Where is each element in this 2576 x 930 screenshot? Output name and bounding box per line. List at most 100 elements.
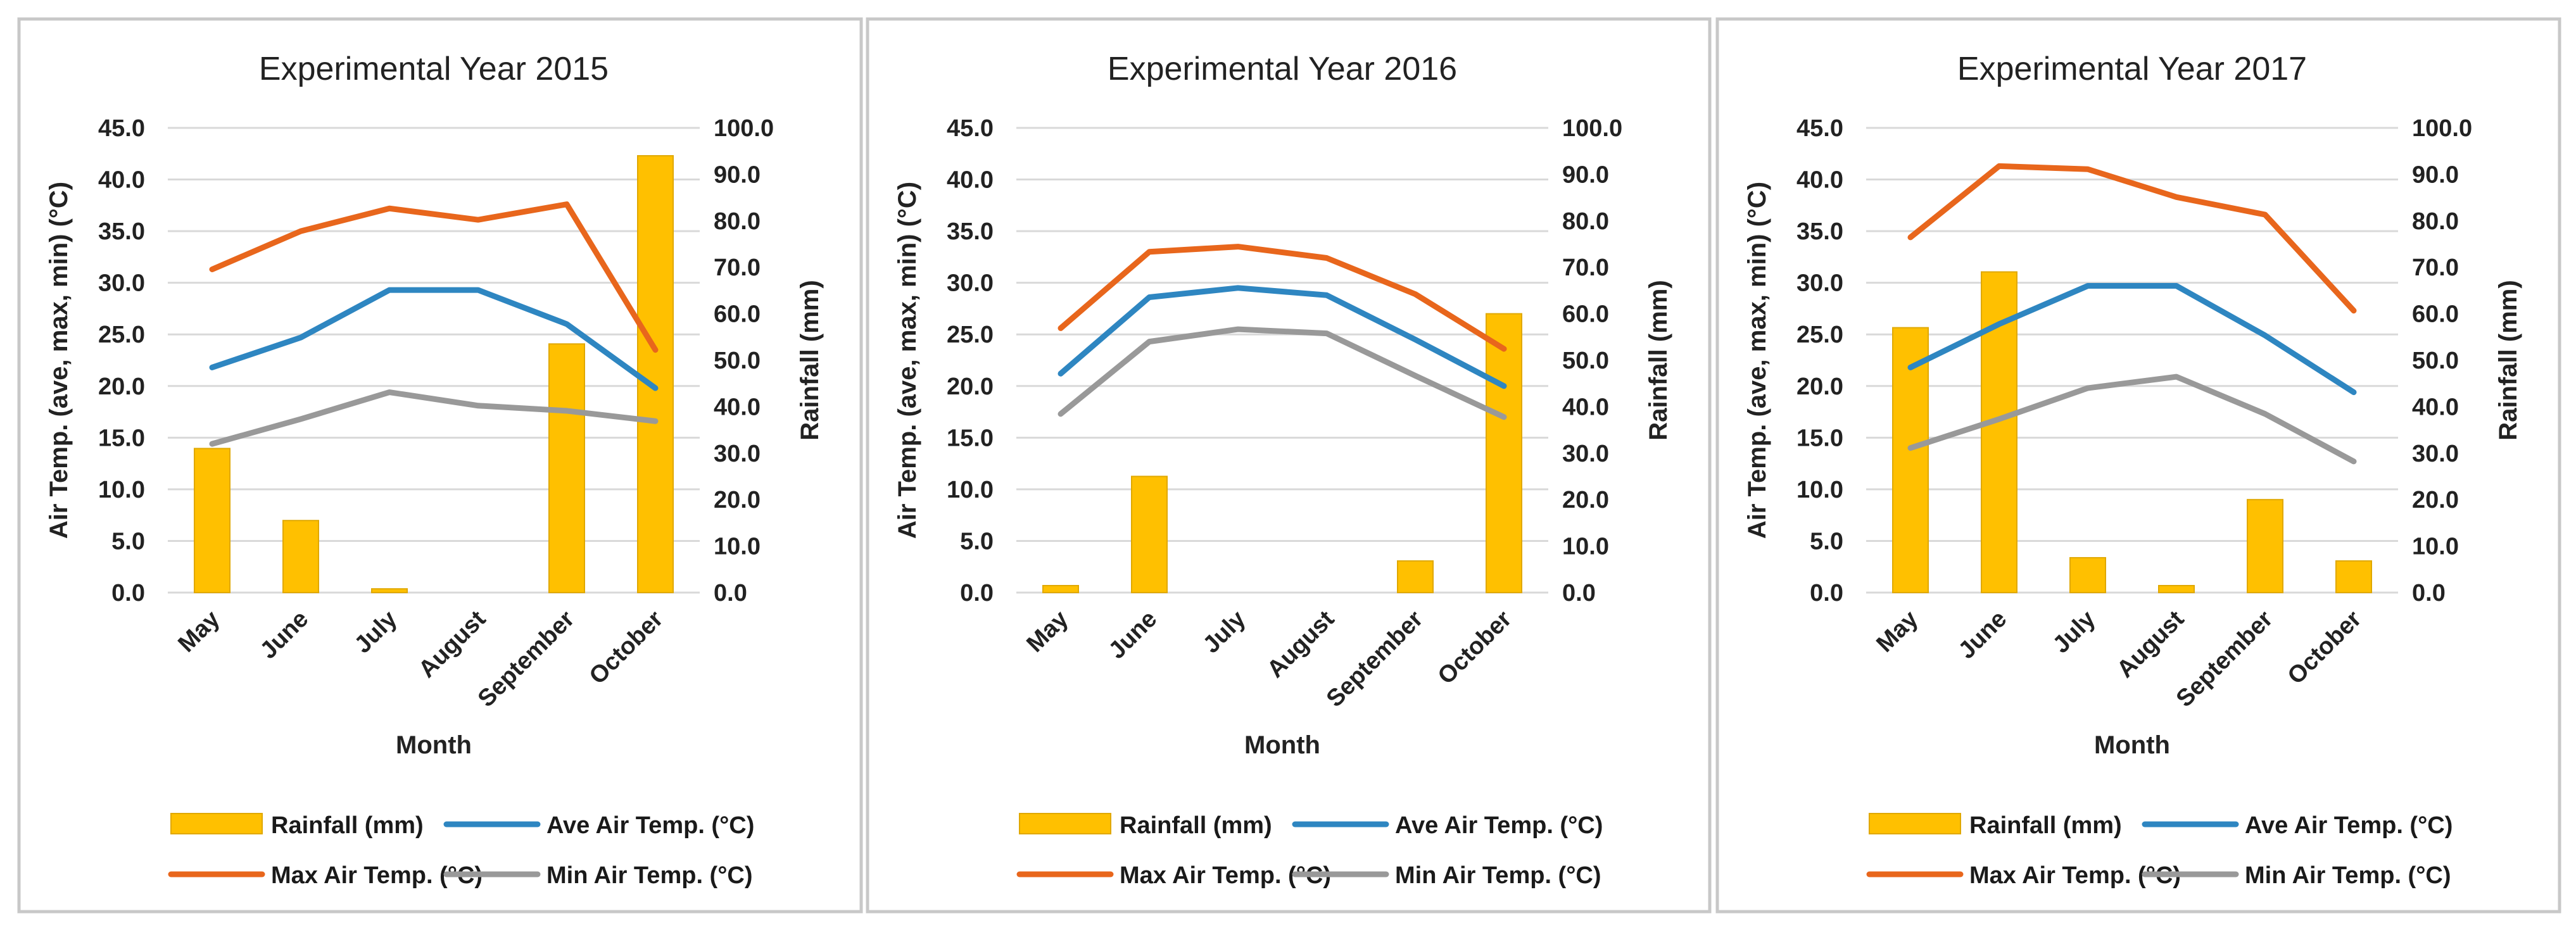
- max-temp-line: [1907, 163, 2357, 314]
- y2-tick-label: 40.0: [2412, 394, 2459, 420]
- y2-tick-label: 80.0: [2412, 208, 2459, 235]
- legend-rainfall-swatch: [1869, 813, 1961, 834]
- y2-axis-label: Rainfall (mm): [2494, 280, 2522, 440]
- legend-min-label: Min Air Temp. (°C): [2245, 862, 2451, 889]
- y-tick-label: 45.0: [98, 115, 145, 142]
- panel-border: [17, 17, 863, 914]
- y2-tick-label: 20.0: [1562, 487, 1609, 513]
- y2-tick-label: 50.0: [714, 348, 761, 374]
- chart-title: Experimental Year 2017: [1957, 51, 2307, 87]
- y-tick-label: 35.0: [947, 218, 994, 245]
- y-tick-label: 40.0: [98, 167, 145, 194]
- rainfall-bar: [1486, 313, 1522, 593]
- y2-tick-label: 10.0: [1562, 534, 1609, 560]
- y2-tick-label: 30.0: [1562, 441, 1609, 467]
- rainfall-bar: [1397, 560, 1434, 594]
- y2-axis-label: Rainfall (mm): [1645, 280, 1672, 440]
- y2-tick-label: 90.0: [2412, 161, 2459, 188]
- chart-panel-2: Experimental Year 2016 0.0 5.0 10.0 15.0 20.0…: [866, 17, 1712, 914]
- y-tick-label: 15.0: [947, 425, 994, 451]
- y-axis-label: Air Temp. (ave, max, min) (°C): [45, 182, 73, 539]
- y-axis-label: Air Temp. (ave, max, min) (°C): [893, 182, 921, 539]
- y2-tick-label: 60.0: [2412, 301, 2459, 328]
- x-axis-label: Month: [2094, 731, 2170, 759]
- y-tick-label: 30.0: [947, 270, 994, 297]
- legend-ave-label: Ave Air Temp. (°C): [1395, 812, 1603, 839]
- legend-rainfall-label: Rainfall (mm): [1120, 812, 1272, 839]
- y2-tick-label: 10.0: [2412, 534, 2459, 560]
- panel-border: [866, 17, 1712, 914]
- y-tick-label: 25.0: [1796, 322, 1843, 348]
- y-tick-label: 20.0: [947, 374, 994, 400]
- y2-tick-label: 30.0: [714, 441, 761, 467]
- y-tick-label: 10.0: [1796, 477, 1843, 503]
- legend-min-label: Min Air Temp. (°C): [546, 862, 753, 889]
- y-tick-label: 15.0: [1796, 425, 1843, 451]
- y-tick-label: 20.0: [1796, 374, 1843, 400]
- legend-rainfall-label: Rainfall (mm): [271, 812, 424, 839]
- chart-title: Experimental Year 2015: [259, 51, 609, 87]
- x-axis-label: Month: [1244, 731, 1320, 759]
- rainfall-bar: [548, 343, 585, 593]
- y2-tick-label: 70.0: [2412, 254, 2459, 281]
- y2-tick-label: 20.0: [2412, 487, 2459, 513]
- rainfall-bar: [194, 448, 230, 594]
- y-tick-label: 35.0: [98, 218, 145, 245]
- y-axis-label: Air Temp. (ave, max, min) (°C): [1743, 182, 1771, 539]
- y-tick-label: 5.0: [1810, 528, 1843, 555]
- y-tick-label: 0.0: [1810, 580, 1843, 606]
- y2-tick-label: 40.0: [714, 394, 761, 420]
- rainfall-bar: [1892, 327, 1929, 593]
- y-tick-label: 30.0: [98, 270, 145, 297]
- y-tick-label: 40.0: [1796, 167, 1843, 194]
- legend-ave-label: Ave Air Temp. (°C): [2245, 812, 2453, 839]
- rainfall-bar: [1131, 475, 1168, 593]
- ave-temp-line: [1058, 285, 1507, 389]
- y-tick-label: 10.0: [947, 477, 994, 503]
- ave-temp-line: [1907, 283, 2357, 396]
- ave-temp-line: [209, 287, 659, 391]
- max-temp-line: [1058, 244, 1507, 352]
- legend-ave-label: Ave Air Temp. (°C): [546, 812, 754, 839]
- chart-panel-1: Experimental Year 2015 0.0 5.0 10.0 15.0 20.0…: [17, 17, 863, 914]
- y-tick-label: 35.0: [1796, 218, 1843, 245]
- y2-tick-label: 100.0: [2412, 115, 2472, 142]
- y2-tick-label: 70.0: [714, 254, 761, 281]
- y2-axis-label: Rainfall (mm): [796, 280, 824, 440]
- y2-tick-label: 10.0: [714, 534, 761, 560]
- min-temp-line: [1907, 374, 2357, 465]
- y-tick-label: 45.0: [1796, 115, 1843, 142]
- rainfall-bar: [1042, 584, 1079, 593]
- rainfall-bar: [2158, 584, 2195, 593]
- y2-tick-label: 80.0: [714, 208, 761, 235]
- y2-tick-label: 90.0: [1562, 161, 1609, 188]
- legend-min-label: Min Air Temp. (°C): [1395, 862, 1601, 889]
- y2-tick-label: 0.0: [1562, 580, 1596, 606]
- rainfall-bar: [282, 520, 319, 593]
- y-tick-label: 5.0: [960, 528, 994, 555]
- y2-tick-label: 60.0: [714, 301, 761, 328]
- max-temp-line: [209, 201, 659, 353]
- y-tick-label: 10.0: [98, 477, 145, 503]
- min-temp-line: [209, 389, 659, 447]
- rainfall-bar: [371, 588, 408, 593]
- y2-tick-label: 0.0: [2412, 580, 2446, 606]
- rainfall-bar: [2335, 560, 2372, 594]
- y-tick-label: 0.0: [960, 580, 994, 606]
- y-tick-label: 40.0: [947, 167, 994, 194]
- legend-rainfall-swatch: [170, 813, 263, 834]
- y2-tick-label: 100.0: [714, 115, 774, 142]
- legend: Rainfall (mm) Ave Air Temp. (°C)Max Air T…: [168, 812, 754, 889]
- y2-tick-label: 0.0: [714, 580, 747, 606]
- y2-tick-label: 80.0: [1562, 208, 1609, 235]
- y2-tick-label: 30.0: [2412, 441, 2459, 467]
- rainfall-bar: [637, 155, 674, 594]
- y2-tick-label: 20.0: [714, 487, 761, 513]
- min-temp-line: [1058, 326, 1507, 420]
- x-axis-label: Month: [396, 731, 472, 759]
- y-tick-label: 15.0: [98, 425, 145, 451]
- legend-rainfall-swatch: [1019, 813, 1111, 834]
- rainfall-bar: [2247, 499, 2283, 594]
- chart-panel-3: Experimental Year 2017 0.0 5.0 10.0 15.0 20.0…: [1715, 17, 2561, 914]
